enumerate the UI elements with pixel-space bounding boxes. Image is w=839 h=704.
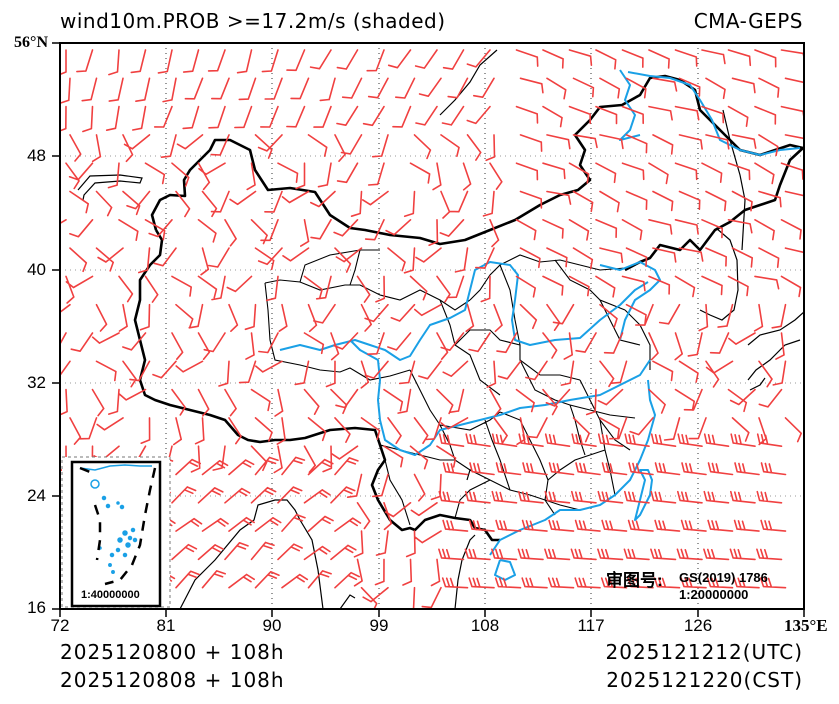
- lon-label-81: 81: [156, 616, 176, 635]
- approval-label: 审图号:: [606, 571, 663, 590]
- init-time-cst: 2025120808 + 108h: [60, 668, 285, 692]
- init-time-utc: 2025120800 + 108h: [60, 640, 285, 664]
- gridlines: [60, 155, 804, 497]
- lon-label-126: 126: [683, 616, 713, 635]
- neighbor-borders: [77, 49, 804, 609]
- lon-label-135: 135°E: [784, 616, 828, 635]
- inset-map: [61, 456, 171, 608]
- lon-label-117: 117: [577, 616, 605, 635]
- inset-scale: 1:40000000: [81, 589, 140, 601]
- lon-label-108: 108: [470, 616, 500, 635]
- lat-label-24: 24: [27, 486, 46, 505]
- chart-title: wind10m.PROB >=17.2m/s (shaded): [60, 9, 446, 33]
- valid-time-utc: 2025121212(UTC): [605, 640, 803, 664]
- model-name: CMA-GEPS: [693, 9, 803, 33]
- map-scale: 1:20000000: [679, 587, 749, 602]
- axis-ticks: [52, 42, 805, 617]
- approval-number: GS(2019) 1786: [679, 570, 768, 585]
- lat-label-32: 32: [27, 373, 46, 392]
- meridian-gridlines: [165, 43, 699, 609]
- lat-label-16: 16: [27, 598, 46, 617]
- lat-label-40: 40: [27, 260, 46, 279]
- lon-label-90: 90: [262, 616, 282, 635]
- lon-label-99: 99: [369, 616, 389, 635]
- rivers: [279, 69, 801, 581]
- lat-label-56: 56°N: [14, 34, 48, 51]
- wind-barbs: [60, 49, 804, 609]
- map-frame: [59, 42, 805, 610]
- valid-time-cst: 2025121220(CST): [606, 668, 803, 692]
- lat-label-48: 48: [27, 146, 46, 165]
- lon-label-72: 72: [50, 616, 70, 635]
- province-borders: [264, 249, 651, 526]
